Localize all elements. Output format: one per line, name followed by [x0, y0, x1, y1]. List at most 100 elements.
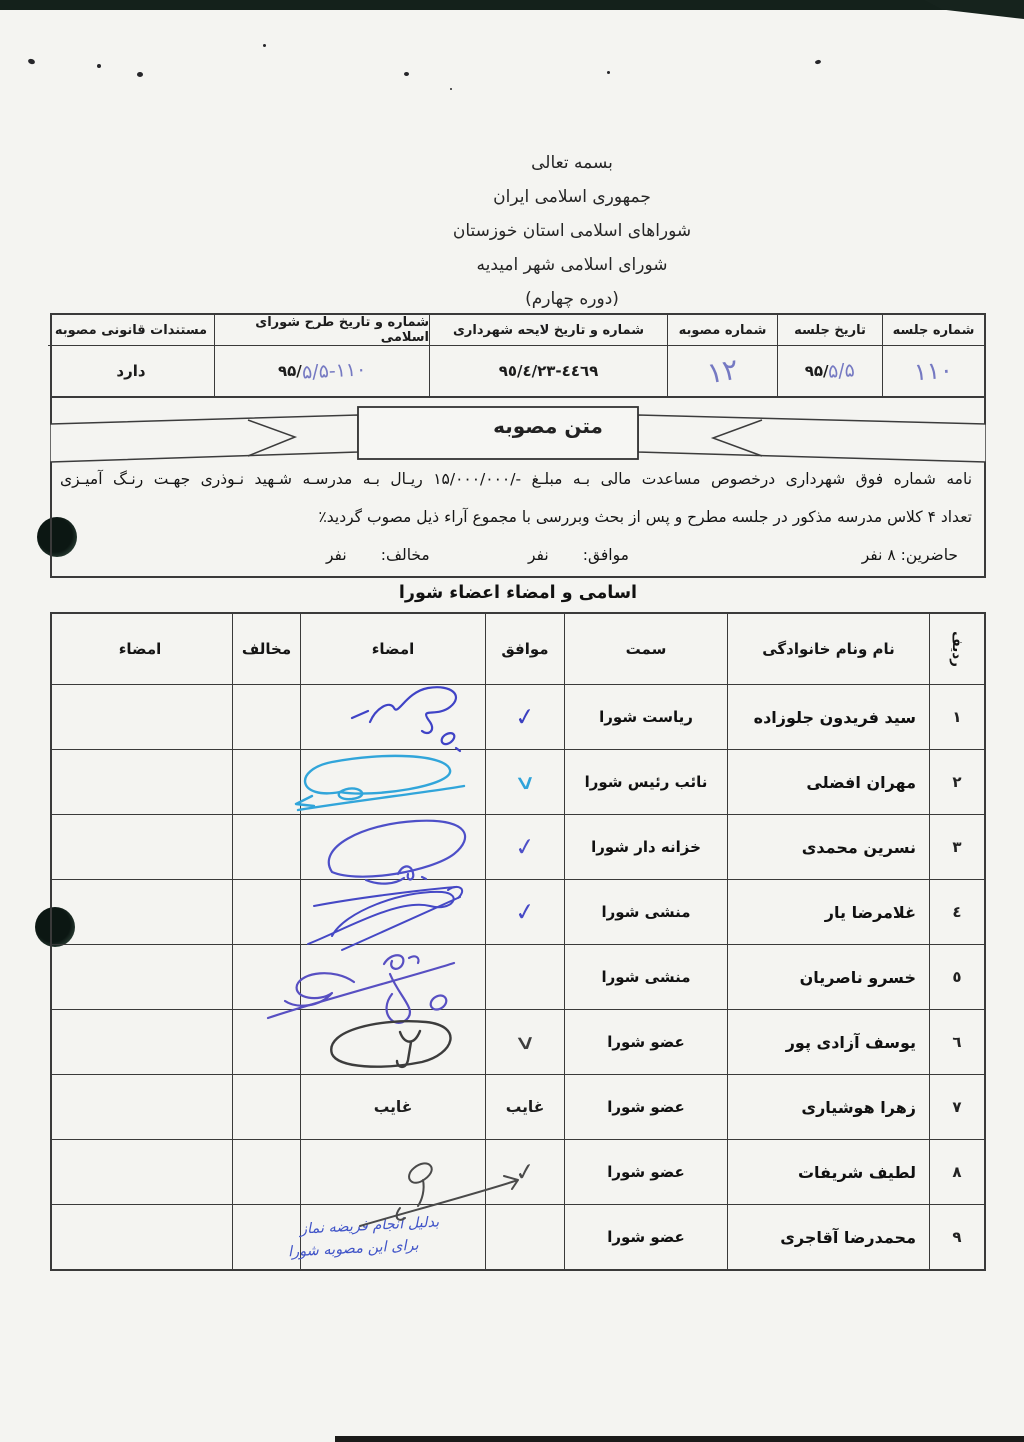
- printed-plan-part: ۹۵/: [277, 362, 302, 380]
- banner-title: متن مصوبه: [493, 414, 603, 438]
- agree-cell: ✓: [485, 685, 564, 749]
- ribbon-banner: [50, 406, 986, 463]
- oppose-cell: [232, 750, 300, 814]
- signature-cell: [300, 815, 485, 879]
- attendance-present: حاضرین: ۸ نفر: [861, 546, 958, 564]
- header-oppose: مخالف: [232, 614, 300, 684]
- signature-cell-2: [48, 685, 232, 749]
- meta-header-session-no: شماره جلسه: [882, 315, 984, 346]
- signature-cell: [300, 1205, 485, 1269]
- punch-hole: [35, 907, 75, 947]
- agree-cell: ∨: [485, 750, 564, 814]
- letterhead-line-city-council: شورای اسلامی شهر امیدیه: [476, 255, 668, 275]
- signature-cell: [300, 1140, 485, 1204]
- meta-value-approval-no: ۱۲: [667, 346, 777, 396]
- signature-cell: [300, 945, 485, 1009]
- member-row: ٢ مهران افضلی نائب رئیس شورا ∨: [52, 749, 984, 814]
- ink-speck: [814, 59, 822, 65]
- scanner-edge-bottom: [335, 1436, 1024, 1442]
- header-signature-2: امضاء: [118, 640, 162, 658]
- member-position: خزانه دار شورا: [564, 815, 727, 879]
- header-agree: موافق: [485, 614, 564, 684]
- oppose-cell: [232, 1010, 300, 1074]
- attendance-agree: موافق: نفر: [528, 546, 629, 564]
- handwritten-session-no: ۱۱۰: [913, 355, 954, 387]
- signature-cell-2: [48, 815, 232, 879]
- signature-cell: [300, 750, 485, 814]
- handwritten-date-part: ۵/۵: [827, 359, 856, 383]
- member-name: لطیف شریفات: [727, 1140, 929, 1204]
- agree-checkmark: ✓: [513, 831, 537, 863]
- oppose-label: مخالف:: [380, 546, 430, 564]
- resolution-box: [50, 395, 986, 578]
- row-number: ٤: [929, 880, 984, 944]
- punch-hole: [37, 517, 77, 557]
- agree-cell: [485, 1205, 564, 1269]
- meta-value-session-date: ۹۵/۵/۵: [777, 346, 882, 396]
- member-position: منشی شورا: [564, 880, 727, 944]
- ink-speck: [97, 64, 101, 68]
- member-row: ٦ یوسف آزادی پور عضو شورا ∨: [52, 1009, 984, 1074]
- meta-value-plan: ۹۵/۵/۵-۱۱۰: [214, 346, 429, 396]
- printed-date-part: ۹۵/: [804, 362, 829, 380]
- agree-cell: [485, 945, 564, 1009]
- header-row-no: ردیف: [929, 614, 984, 684]
- ribbon-notch-left: [247, 419, 298, 457]
- letterhead-line-basmala: بسمه تعالی: [531, 153, 613, 173]
- member-position: منشی شورا: [564, 945, 727, 1009]
- handwritten-plan-part: ۵/۵-۱۱۰: [301, 358, 367, 384]
- member-row: ٩ محمدرضا آقاجری عضو شورا: [52, 1204, 984, 1269]
- meta-header-bill: شماره و تاریخ لایحه شهرداری: [429, 315, 667, 346]
- oppose-cell: [232, 1205, 300, 1269]
- signature-cell-2: [48, 1010, 232, 1074]
- member-position: نائب رئیس شورا: [564, 750, 727, 814]
- member-position: عضو شورا: [564, 1010, 727, 1074]
- member-row: ٥ خسرو ناصریان منشی شورا: [52, 944, 984, 1009]
- header-position: سمت: [564, 614, 727, 684]
- ink-speck: [450, 88, 452, 90]
- row-number: ٩: [929, 1205, 984, 1269]
- meta-header-approval-no: شماره مصوبه: [667, 315, 777, 346]
- member-name: نسرین محمدی: [727, 815, 929, 879]
- ribbon-notch-right: [710, 419, 763, 457]
- agree-cell: ✓: [485, 815, 564, 879]
- agree-value: نفر: [528, 546, 549, 564]
- members-table: ردیف نام ونام خانوادگی سمت موافق امضاء م…: [50, 612, 986, 1271]
- scanner-edge-top: [0, 0, 1024, 10]
- signature-cell: [300, 685, 485, 749]
- member-row: ١ سید فریدون جلوزاده ریاست شورا ✓: [52, 684, 984, 749]
- member-name: یوسف آزادی پور: [727, 1010, 929, 1074]
- handwritten-approval-no: ۱۲: [704, 351, 741, 391]
- agree-cell: ✓: [485, 1140, 564, 1204]
- member-position: عضو شورا: [564, 1205, 727, 1269]
- attendance-oppose: مخالف: نفر: [326, 546, 430, 564]
- meta-value-bill: ٩٥/٤/٢٣-٤٤٦٩: [429, 346, 667, 396]
- agree-cell: غایب: [485, 1075, 564, 1139]
- row-number: ٥: [929, 945, 984, 1009]
- ink-speck: [607, 71, 610, 74]
- header-signature: امضاء: [300, 614, 485, 684]
- member-row: ٧ زهرا هوشیاری عضو شورا غایب غایب: [52, 1074, 984, 1139]
- member-position: عضو شورا: [564, 1140, 727, 1204]
- row-number: ٢: [929, 750, 984, 814]
- row-number: ٨: [929, 1140, 984, 1204]
- member-row: ٤ غلامرضا یار منشی شورا ✓: [52, 879, 984, 944]
- members-header-row: ردیف نام ونام خانوادگی سمت موافق امضاء م…: [52, 614, 984, 684]
- row-number: ٦: [929, 1010, 984, 1074]
- meta-value-session-no: ۱۱۰: [882, 346, 984, 396]
- ink-speck: [137, 72, 143, 77]
- oppose-cell: [232, 880, 300, 944]
- meta-header-session-date: تاریخ جلسه: [777, 315, 882, 346]
- agree-checkmark: ∨: [512, 769, 538, 795]
- agree-checkmark: ✓: [513, 701, 537, 733]
- member-name: خسرو ناصریان: [727, 945, 929, 1009]
- member-position: ریاست شورا: [564, 685, 727, 749]
- resolution-text-line1: نامه شماره فوق شهرداری درخصوص مساعدت مال…: [60, 470, 973, 488]
- meta-header-docs: مستندات قانونی مصوبه: [48, 315, 214, 346]
- member-name: سید فریدون جلوزاده: [727, 685, 929, 749]
- letterhead-line-councils: شوراهای اسلامی استان خوزستان: [452, 221, 692, 241]
- oppose-cell: [232, 1075, 300, 1139]
- ink-speck: [404, 72, 409, 76]
- agree-checkmark: ✓: [513, 896, 537, 928]
